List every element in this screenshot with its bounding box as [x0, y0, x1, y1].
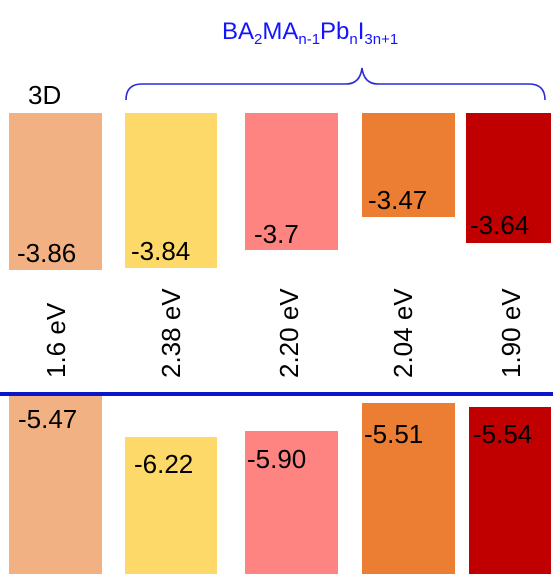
- label-3d: 3D: [28, 80, 62, 110]
- gap-label-n1: 2.38 eV: [156, 288, 186, 378]
- gap-label-n3: 2.04 eV: [388, 288, 418, 378]
- cbm-value-n3: -3.47: [368, 185, 428, 215]
- vbm-box-n1: [125, 437, 217, 574]
- vbm-box-n2: [245, 431, 338, 574]
- cbm-value-n4: -3.64: [470, 210, 530, 240]
- cbm-value-3d: -3.86: [17, 238, 77, 268]
- vbm-box-n4: [469, 407, 551, 574]
- vbm-value-3d: -5.47: [18, 404, 78, 434]
- cbm-value-n1: -3.84: [131, 236, 191, 266]
- gap-label-3d: 1.6 eV: [41, 302, 71, 378]
- formula-title: BA2MAn-1PbnI3n+1: [222, 18, 399, 48]
- cbm-box-n1: [125, 113, 217, 268]
- cbm-box-n3: [362, 113, 455, 217]
- cbm-box-n2: [245, 113, 338, 250]
- curly-brace: [125, 67, 546, 101]
- cbm-box-3d: [9, 113, 102, 270]
- gap-label-n4: 1.90 eV: [496, 288, 526, 378]
- cbm-box-n4: [466, 113, 551, 243]
- vbm-value-n2: -5.90: [247, 444, 307, 474]
- vbm-value-n3: -5.51: [364, 419, 424, 449]
- cbm-value-n2: -3.7: [254, 219, 299, 249]
- vbm-box-3d: [9, 396, 102, 574]
- vbm-value-n4: -5.54: [473, 419, 533, 449]
- vbm-value-n1: -6.22: [134, 449, 194, 479]
- gap-label-n2: 2.20 eV: [274, 288, 304, 378]
- reference-line: [0, 392, 553, 396]
- vbm-box-n3: [362, 403, 455, 574]
